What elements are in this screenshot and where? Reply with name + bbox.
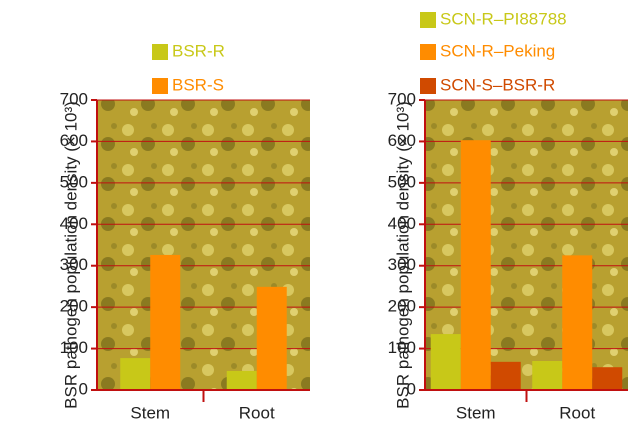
bar [120, 358, 151, 390]
legend-swatch [420, 44, 436, 60]
legend-swatch [152, 78, 168, 94]
legend-label: BSR-R [172, 41, 225, 60]
y-tick-label: 0 [79, 379, 88, 398]
bar [430, 334, 461, 390]
legend-swatch [420, 78, 436, 94]
y-tick-label: 0 [407, 379, 416, 398]
legend-swatch [420, 12, 436, 28]
x-tick-label: Stem [130, 403, 170, 422]
y-tick-label: 700 [388, 89, 416, 108]
y-tick-label: 100 [388, 338, 416, 357]
legend-label: BSR-S [172, 75, 224, 94]
y-tick-label: 500 [388, 172, 416, 191]
legend-label: SCN-S–BSR-R [440, 75, 555, 94]
bar [256, 286, 287, 390]
y-tick-label: 300 [388, 255, 416, 274]
bar [592, 367, 623, 390]
x-tick-label: Stem [456, 403, 496, 422]
x-tick-label: Root [559, 403, 595, 422]
y-tick-label: 500 [60, 172, 88, 191]
y-axis-label: BSR pathogen population density (× 10³) [61, 101, 80, 409]
bar [490, 361, 521, 390]
y-tick-label: 100 [60, 338, 88, 357]
y-tick-label: 600 [60, 131, 88, 150]
bar [226, 370, 257, 390]
y-axis-label: BSR pathogen population density (× 10³) [393, 101, 412, 409]
legend-swatch [152, 44, 168, 60]
bar [532, 361, 563, 390]
y-tick-label: 700 [60, 89, 88, 108]
y-tick-label: 400 [60, 214, 88, 233]
y-tick-label: 200 [388, 297, 416, 316]
bar [562, 255, 593, 390]
bar [460, 140, 491, 390]
y-tick-label: 600 [388, 131, 416, 150]
legend-label: SCN-R–PI88788 [440, 9, 567, 28]
y-tick-label: 400 [388, 214, 416, 233]
y-tick-label: 200 [60, 297, 88, 316]
legend-label: SCN-R–Peking [440, 41, 555, 60]
bar [150, 254, 181, 390]
x-tick-label: Root [239, 403, 275, 422]
y-tick-label: 300 [60, 255, 88, 274]
